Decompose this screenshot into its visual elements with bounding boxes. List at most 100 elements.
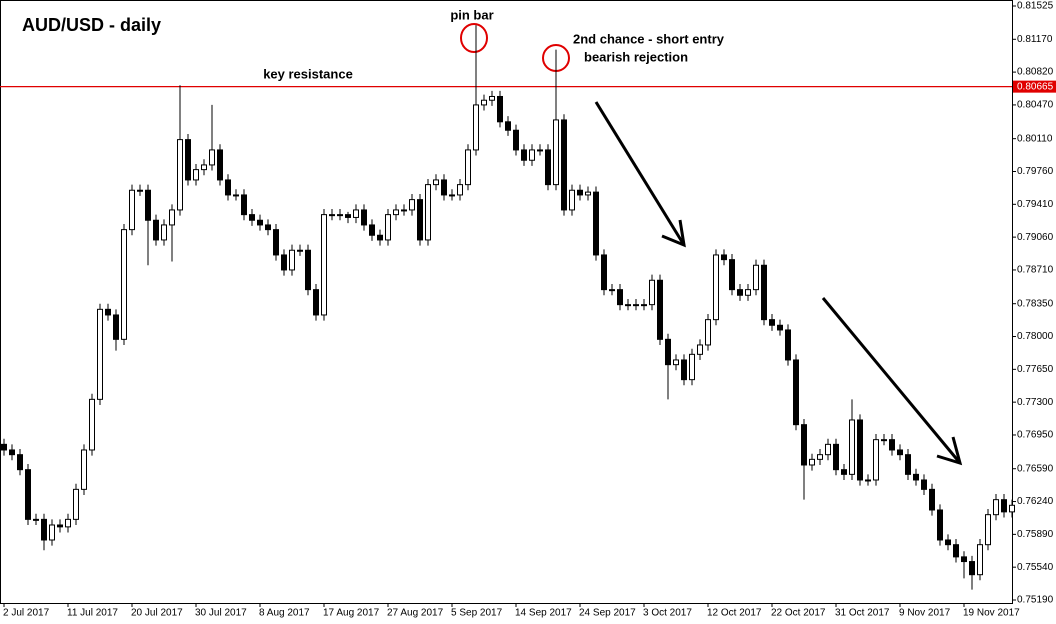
- candle-body: [473, 104, 479, 151]
- candle-body: [681, 359, 687, 381]
- candle-body: [1, 443, 7, 451]
- y-tick-label: 0.79410: [1017, 199, 1054, 210]
- candle-body: [937, 509, 943, 541]
- candle-body: [545, 149, 551, 186]
- candle-body: [993, 499, 999, 516]
- candle-body: [825, 443, 831, 456]
- candle-body: [449, 194, 455, 197]
- candle-body: [921, 479, 927, 490]
- candle-body: [769, 319, 775, 326]
- candle-body: [657, 279, 663, 340]
- candle-body: [809, 458, 815, 466]
- candle-body: [409, 199, 415, 211]
- candle-body: [1009, 504, 1015, 513]
- candle-body: [945, 539, 951, 546]
- candle-body: [569, 189, 575, 211]
- candle-body: [281, 254, 287, 271]
- y-tick-label: 0.81170: [1017, 34, 1053, 45]
- candle-body: [257, 219, 263, 226]
- candle-body: [697, 344, 703, 355]
- y-tick-label: 0.75540: [1017, 562, 1054, 573]
- x-tick-label: 24 Sep 2017: [579, 608, 636, 619]
- candle-body: [529, 149, 535, 161]
- candle-body: [721, 254, 727, 261]
- candle-body: [857, 419, 863, 481]
- candle-body: [793, 359, 799, 426]
- candle-body: [25, 469, 31, 520]
- y-tick-label: 0.76950: [1017, 430, 1054, 441]
- candle-body: [905, 454, 911, 475]
- plot-frame: [0, 0, 1013, 604]
- candle-body: [417, 199, 423, 241]
- annotation: pin bar: [450, 7, 493, 22]
- candle-body: [561, 119, 567, 211]
- candle-body: [353, 209, 359, 218]
- reference-label-box: [1013, 80, 1056, 93]
- candle-body: [665, 338, 671, 366]
- arrow: [594, 101, 686, 246]
- annotation: key resistance: [263, 66, 353, 81]
- candle-body: [65, 518, 71, 528]
- candle-body: [513, 129, 519, 151]
- candle-body: [737, 289, 743, 296]
- candle-body: [249, 214, 255, 221]
- candle-body: [609, 289, 615, 292]
- candle-body: [265, 224, 271, 231]
- candle-body: [225, 179, 231, 196]
- candle-body: [481, 99, 487, 106]
- candle-body: [233, 194, 239, 197]
- candle-body: [521, 149, 527, 161]
- y-tick-label: 0.76240: [1017, 496, 1054, 507]
- y-tick-label: 0.80820: [1017, 67, 1054, 78]
- chart-title: AUD/USD - daily: [22, 15, 161, 35]
- candle-body: [497, 95, 503, 123]
- candle-body: [505, 121, 511, 131]
- candle-body: [9, 449, 15, 456]
- candle-body: [121, 229, 127, 340]
- candle-body: [633, 304, 639, 307]
- candle-body: [81, 449, 87, 490]
- y-tick-label: 0.79760: [1017, 166, 1054, 177]
- annotation: bearish rejection: [584, 49, 688, 64]
- candle-body: [849, 419, 855, 475]
- reference-label: 0.80665: [1017, 81, 1054, 92]
- candle-body: [49, 524, 55, 541]
- candle-body: [617, 289, 623, 306]
- candle-body: [537, 149, 543, 152]
- candle-body: [185, 139, 191, 181]
- candle-body: [713, 254, 719, 321]
- y-tick-label: 0.77300: [1017, 397, 1054, 408]
- x-tick-label: 9 Nov 2017: [899, 608, 951, 619]
- y-tick-label: 0.75890: [1017, 529, 1054, 540]
- candle-body: [33, 518, 39, 521]
- candle-body: [729, 259, 735, 291]
- candle-body: [97, 308, 103, 400]
- candle-body: [169, 209, 175, 226]
- x-tick-label: 14 Sep 2017: [515, 608, 572, 619]
- candle-body: [17, 454, 23, 471]
- candle-body: [593, 191, 599, 256]
- candle-body: [961, 556, 967, 563]
- candle-body: [441, 179, 447, 196]
- candle-body: [577, 189, 583, 196]
- candle-body: [377, 234, 383, 241]
- highlight-circle: [460, 23, 488, 53]
- candle-body: [297, 249, 303, 252]
- x-tick-label: 20 Jul 2017: [131, 608, 183, 619]
- x-tick-label: 27 Aug 2017: [387, 608, 444, 619]
- x-tick-label: 31 Oct 2017: [835, 608, 890, 619]
- y-tick-label: 0.78350: [1017, 298, 1054, 309]
- candle-body: [145, 189, 151, 221]
- y-tick-label: 0.78000: [1017, 331, 1054, 342]
- candle-body: [209, 149, 215, 166]
- candle-body: [897, 449, 903, 456]
- candle-body: [393, 209, 399, 216]
- candle-body: [129, 189, 135, 231]
- x-tick-label: 17 Aug 2017: [323, 608, 380, 619]
- candle-body: [329, 214, 335, 217]
- candle-body: [433, 179, 439, 186]
- arrow: [821, 297, 962, 464]
- candle-body: [425, 184, 431, 241]
- candle-body: [41, 518, 47, 541]
